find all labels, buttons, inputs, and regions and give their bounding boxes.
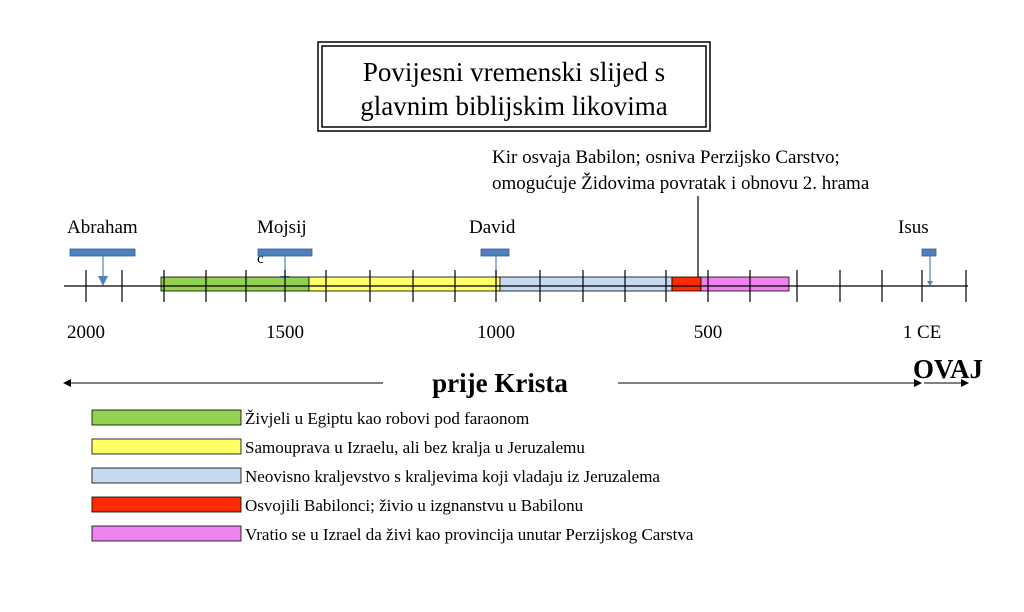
legend-swatch-exile <box>91 496 242 513</box>
period-bar-self-rule <box>308 276 501 292</box>
stray-mark: c <box>257 251 264 267</box>
annotation-line-2: omogućuje Židovima povratak i obnovu 2. … <box>492 172 870 194</box>
era-label-bc: prije Krista <box>432 368 568 398</box>
period-bar-kingdom <box>499 276 673 292</box>
title-line-1: Povijesni vremenski slijed s <box>363 57 665 87</box>
legend-label-self-rule: Samouprava u Izraelu, ali bez kralja u J… <box>245 438 585 457</box>
period-bar-exile <box>671 276 702 292</box>
figure-label-abraham: Abraham <box>67 217 138 238</box>
legend-swatch-kingdom <box>91 467 242 484</box>
period-bar-persian <box>700 276 790 292</box>
axis-label-500: 500 <box>694 322 723 343</box>
axis-label-1ce: 1 CE <box>903 322 942 343</box>
period-bar-egypt <box>160 276 310 292</box>
legend-swatch-persian <box>91 525 242 542</box>
legend-label-kingdom: Neovisno kraljevstvo s kraljevima koji v… <box>245 467 660 486</box>
legend-label-exile: Osvojili Babilonci; živio u izgnanstvu u… <box>245 496 584 515</box>
legend-label-egypt: Živjeli u Egiptu kao robovi pod faraonom <box>245 409 529 428</box>
axis-label-1000: 1000 <box>477 322 515 343</box>
axis-label-2000: 2000 <box>67 322 105 343</box>
legend-swatch-egypt <box>91 409 242 426</box>
legend: Živjeli u Egiptu kao robovi pod faraonom… <box>91 409 694 544</box>
figure-label-david: David <box>469 217 516 238</box>
figure-label-isus: Isus <box>898 217 929 238</box>
figure-label-mojsij: Mojsij <box>257 217 307 238</box>
annotation-line-1: Kir osvaja Babilon; osniva Perzijsko Car… <box>492 147 840 168</box>
title-box: Povijesni vremenski slijed s glavnim bib… <box>317 41 711 132</box>
title-line-2: glavnim biblijskim likovima <box>360 91 668 121</box>
era-label-ad: OVAJ <box>913 354 983 384</box>
figure-marker-isus <box>921 248 937 286</box>
timeline-ticks <box>85 270 967 302</box>
axis-label-1500: 1500 <box>266 322 304 343</box>
legend-swatch-self-rule <box>91 438 242 455</box>
legend-label-persian: Vratio se u Izrael da živi kao provincij… <box>245 525 694 544</box>
figure-marker-abraham <box>69 248 136 286</box>
